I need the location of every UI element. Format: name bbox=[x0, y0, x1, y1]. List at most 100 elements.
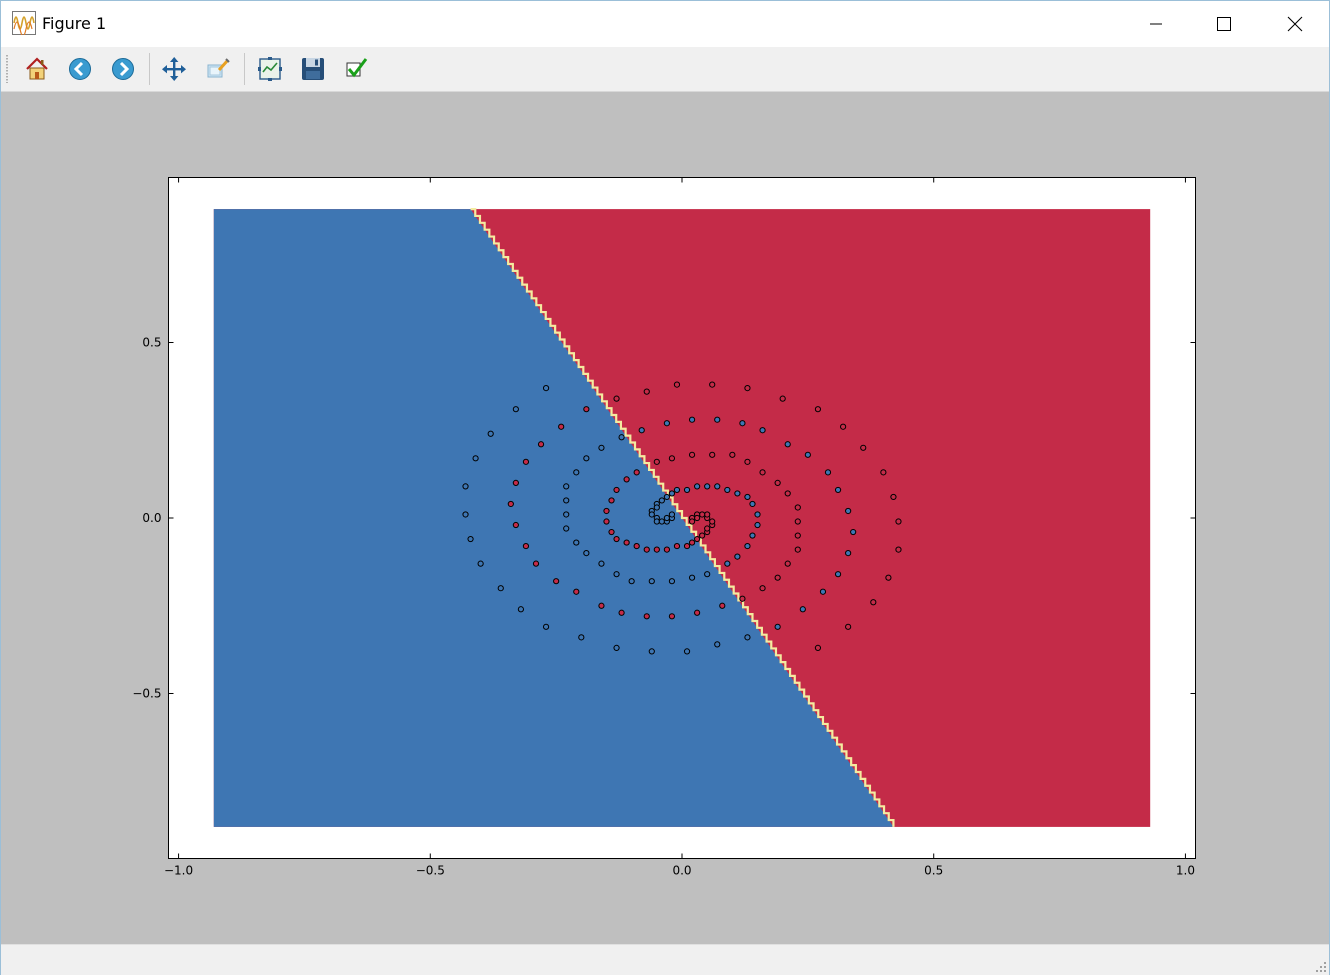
scatter-point-red bbox=[623, 476, 630, 483]
scatter-plot[interactable]: −1.0 −0.5 0.0 0.5 1.0 0.5 0.0 −0.5 bbox=[1, 92, 1329, 944]
scatter-point-red bbox=[613, 395, 620, 402]
forward-arrow-icon bbox=[112, 58, 134, 80]
y-tick-label: −0.5 bbox=[132, 687, 161, 701]
toolbar-separator bbox=[244, 53, 245, 85]
scatter-point-red bbox=[613, 535, 620, 543]
scatter-point-red bbox=[512, 521, 519, 529]
scatter-point-red bbox=[839, 423, 847, 430]
scatter-point-red bbox=[633, 469, 640, 476]
edit-axis-button[interactable] bbox=[341, 54, 371, 84]
matplotlib-wave-icon bbox=[12, 11, 36, 35]
scatter-point-blue bbox=[694, 483, 701, 490]
back-arrow-icon bbox=[69, 58, 91, 80]
scatter-point-blue bbox=[744, 493, 751, 501]
toolbar-separator bbox=[149, 53, 150, 85]
close-button[interactable] bbox=[1272, 1, 1318, 47]
scatter-point-red bbox=[794, 518, 801, 525]
maximize-button[interactable] bbox=[1201, 1, 1247, 47]
scatter-point-blue bbox=[542, 385, 550, 392]
scatter-point-blue bbox=[618, 434, 625, 441]
decision-region-blue bbox=[213, 209, 894, 827]
save-button[interactable] bbox=[298, 54, 328, 84]
scatter-point-blue bbox=[512, 406, 519, 413]
scatter-point-red bbox=[512, 479, 519, 486]
scatter-point-red bbox=[744, 458, 751, 465]
title-bar[interactable]: Figure 1 bbox=[1, 1, 1329, 47]
scatter-point-red bbox=[759, 585, 766, 592]
checkmark-icon bbox=[346, 58, 368, 78]
scatter-point-blue bbox=[804, 451, 811, 458]
scatter-point-red bbox=[643, 388, 650, 395]
home-icon bbox=[26, 57, 48, 80]
scatter-point-blue bbox=[658, 518, 665, 525]
scatter-point-red bbox=[774, 574, 781, 581]
scatter-point-blue bbox=[759, 427, 766, 434]
scatter-point-red bbox=[618, 609, 625, 616]
scatter-point-red bbox=[537, 441, 545, 448]
scatter-point-blue bbox=[563, 497, 570, 504]
scatter-point-blue bbox=[487, 430, 494, 437]
scatter-point-blue bbox=[653, 518, 660, 525]
scatter-point-blue bbox=[714, 483, 721, 490]
scatter-point-blue bbox=[497, 585, 504, 592]
x-tick-label: 1.0 bbox=[1176, 864, 1195, 878]
scatter-point-red bbox=[522, 458, 530, 465]
navigation-toolbar bbox=[1, 47, 1329, 92]
zoom-rect-icon bbox=[207, 58, 230, 78]
scatter-point-red bbox=[532, 560, 540, 567]
scatter-point-red bbox=[704, 525, 711, 532]
scatter-point-red bbox=[688, 539, 696, 546]
scatter-point-blue bbox=[598, 560, 605, 567]
toolbar-grip[interactable] bbox=[6, 55, 8, 83]
scatter-point-red bbox=[608, 528, 615, 536]
scatter-point-blue bbox=[704, 483, 711, 490]
scatter-point-blue bbox=[683, 486, 691, 494]
scatter-point-red bbox=[699, 532, 706, 539]
scatter-point-red bbox=[890, 493, 897, 501]
scatter-point-red bbox=[739, 595, 746, 602]
scatter-point-red bbox=[794, 532, 801, 539]
scatter-point-blue bbox=[573, 469, 580, 476]
scatter-point-blue bbox=[734, 490, 741, 497]
scatter-point-red bbox=[794, 546, 801, 553]
decision-boundary bbox=[470, 207, 895, 827]
scatter-point-blue bbox=[744, 634, 751, 641]
home-button[interactable] bbox=[22, 54, 52, 84]
scatter-point-red bbox=[860, 444, 867, 451]
scatter-point-blue bbox=[542, 623, 550, 630]
y-tick-label: 0.5 bbox=[142, 335, 161, 349]
scatter-point-red bbox=[553, 578, 560, 585]
scatter-point-blue bbox=[668, 578, 676, 585]
scatter-point-blue bbox=[658, 497, 665, 504]
scatter-point-red bbox=[870, 599, 877, 606]
scatter-point-blue bbox=[563, 483, 570, 490]
scatter-point-blue bbox=[834, 486, 842, 494]
zoom-button[interactable] bbox=[203, 54, 233, 84]
scatter-point-blue bbox=[578, 634, 585, 641]
forward-button[interactable] bbox=[108, 54, 138, 84]
x-tick-label: 0.0 bbox=[672, 864, 691, 878]
subplots-button[interactable] bbox=[255, 54, 285, 84]
pan-button[interactable] bbox=[159, 54, 189, 84]
scatter-point-red bbox=[709, 518, 716, 525]
back-button[interactable] bbox=[65, 54, 95, 84]
scatter-point-blue bbox=[845, 550, 852, 557]
scatter-point-red bbox=[814, 644, 822, 651]
scatter-point-red bbox=[603, 507, 610, 515]
figure-canvas[interactable]: −1.0 −0.5 0.0 0.5 1.0 0.5 0.0 −0.5 bbox=[1, 92, 1329, 944]
x-tick-label: −1.0 bbox=[164, 864, 193, 878]
scatter-point-red bbox=[673, 542, 681, 550]
scatter-point-blue bbox=[704, 571, 711, 578]
scatter-point-blue bbox=[663, 514, 670, 522]
scatter-point-red bbox=[694, 535, 701, 543]
scatter-point-blue bbox=[648, 578, 655, 585]
x-tick-label: −0.5 bbox=[416, 864, 445, 878]
maximize-icon bbox=[1217, 17, 1231, 31]
scatter-point-blue bbox=[462, 483, 469, 490]
scatter-point-red bbox=[688, 518, 696, 525]
minimize-button[interactable] bbox=[1133, 1, 1179, 47]
floppy-disk-icon bbox=[302, 58, 324, 80]
scatter-point-red bbox=[643, 546, 650, 553]
window-title: Figure 1 bbox=[42, 14, 107, 33]
resize-grip-icon[interactable] bbox=[1315, 961, 1327, 973]
